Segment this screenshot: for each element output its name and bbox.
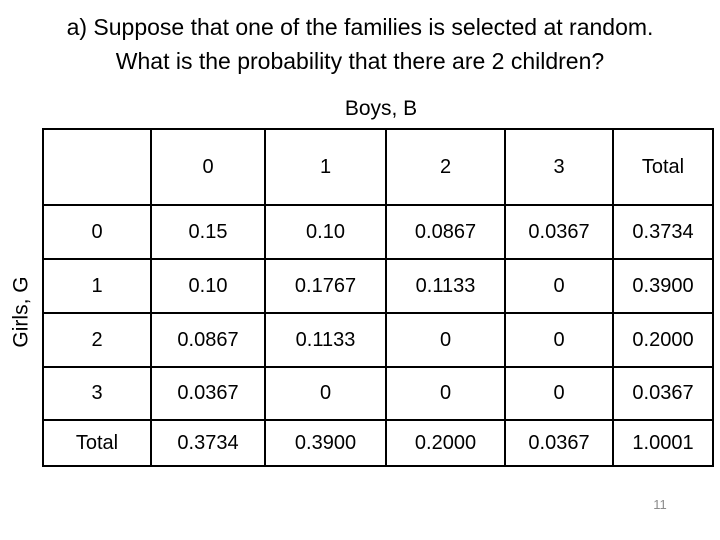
table-cell: 0 xyxy=(385,366,506,421)
table-cell: 0.10 xyxy=(150,258,266,314)
row-total-cell: 0.0367 xyxy=(612,366,714,421)
table-row-3: 3 0.0367 0 0 0 0.0367 xyxy=(42,366,714,421)
slide-title: a) Suppose that one of the families is s… xyxy=(0,10,720,78)
table-cell: 0.1133 xyxy=(264,312,387,368)
slide-title-line-2: What is the probability that there are 2… xyxy=(115,48,605,74)
table-header-row: 0 1 2 3 Total xyxy=(42,128,714,206)
table-cell: 0.10 xyxy=(264,204,387,260)
page-number: 11 xyxy=(653,497,667,512)
table-cell: 0.1133 xyxy=(385,258,506,314)
table-row-2: 2 0.0867 0.1133 0 0 0.2000 xyxy=(42,312,714,368)
column-total-cell: 0.2000 xyxy=(385,419,506,467)
row-label-total: Total xyxy=(42,419,152,467)
column-total-cell: 0.0367 xyxy=(504,419,614,467)
table-cell: 0 xyxy=(385,312,506,368)
slide-title-line-1: a) Suppose that one of the families is s… xyxy=(66,14,654,40)
corner-cell xyxy=(42,128,152,206)
column-header-0: 0 xyxy=(150,128,266,206)
column-header-total: Total xyxy=(612,128,714,206)
table-cell: 0.0867 xyxy=(385,204,506,260)
column-header-2: 2 xyxy=(385,128,506,206)
table-cell: 0.0367 xyxy=(150,366,266,421)
table-row-0: 0 0.15 0.10 0.0867 0.0367 0.3734 xyxy=(42,204,714,260)
column-total-cell: 0.3900 xyxy=(264,419,387,467)
row-label-2: 2 xyxy=(42,312,152,368)
row-total-cell: 0.3734 xyxy=(612,204,714,260)
column-header-3: 3 xyxy=(504,128,614,206)
girls-axis-label: Girls, G xyxy=(10,275,34,348)
table-cell: 0 xyxy=(504,312,614,368)
table-cell: 0.1767 xyxy=(264,258,387,314)
row-label-0: 0 xyxy=(42,204,152,260)
grand-total-cell: 1.0001 xyxy=(612,419,714,467)
row-total-cell: 0.2000 xyxy=(612,312,714,368)
girls-axis-label-container: Girls, G xyxy=(0,204,44,419)
table-total-row: Total 0.3734 0.3900 0.2000 0.0367 1.0001 xyxy=(42,419,714,467)
boys-axis-label: Boys, B xyxy=(344,97,418,120)
table-cell: 0 xyxy=(504,258,614,314)
row-total-cell: 0.3900 xyxy=(612,258,714,314)
column-total-cell: 0.3734 xyxy=(150,419,266,467)
table-cell: 0.15 xyxy=(150,204,266,260)
table-cell: 0 xyxy=(504,366,614,421)
table-cell: 0 xyxy=(264,366,387,421)
table-cell: 0.0867 xyxy=(150,312,266,368)
joint-probability-table: 0 1 2 3 Total 0 0.15 0.10 0.0867 0.0367 … xyxy=(42,128,714,467)
row-label-3: 3 xyxy=(42,366,152,421)
table-row-1: 1 0.10 0.1767 0.1133 0 0.3900 xyxy=(42,258,714,314)
row-label-1: 1 xyxy=(42,258,152,314)
table-cell: 0.0367 xyxy=(504,204,614,260)
column-header-1: 1 xyxy=(264,128,387,206)
